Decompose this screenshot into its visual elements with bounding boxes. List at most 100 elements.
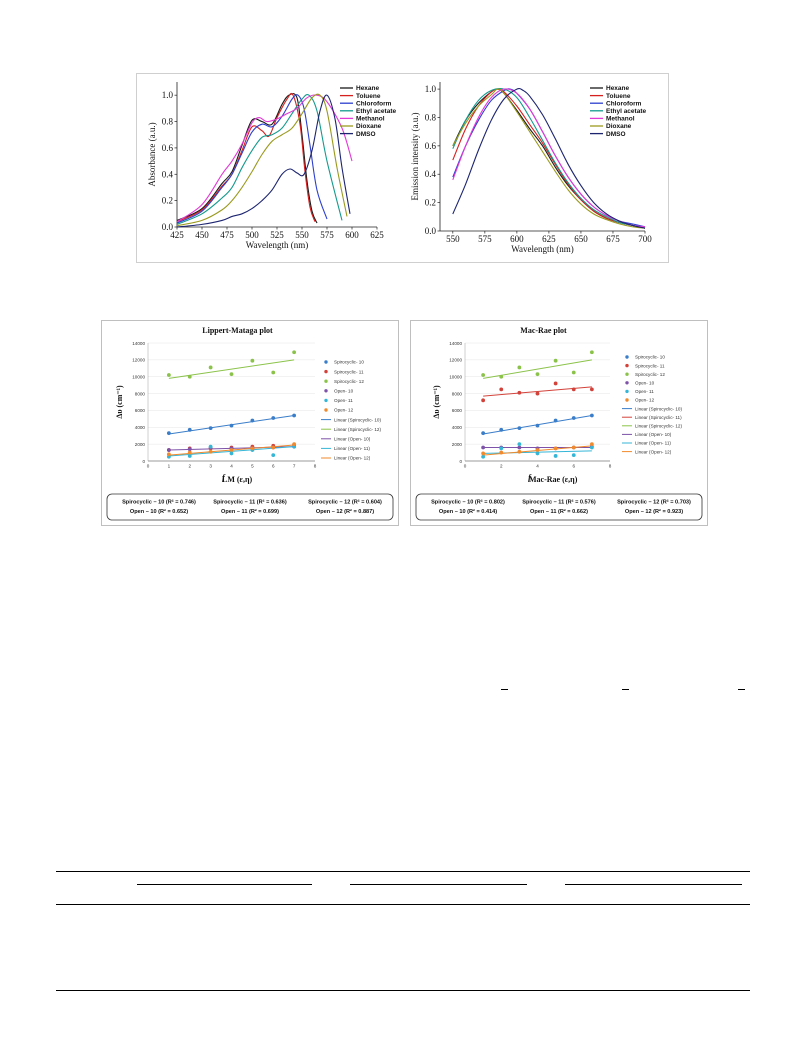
data-point	[499, 387, 504, 392]
data-point	[481, 373, 486, 377]
y-tick-label: 14000	[449, 341, 462, 346]
y-tick-label: 0.4	[162, 169, 174, 179]
data-point	[481, 431, 486, 436]
x-tick-label: 3	[209, 464, 212, 469]
data-point	[481, 454, 486, 459]
x-tick-label: 575	[320, 230, 334, 240]
legend-marker	[324, 408, 328, 412]
data-point	[166, 452, 171, 457]
x-tick-label: 575	[478, 234, 492, 244]
legend-marker	[625, 398, 629, 402]
emission-chart: 550 575 600 625 650 675 700 0.0 0.2 0.4 0.6 0.8 1.0 W…	[410, 82, 652, 254]
mac-rae-chart: Mac-Rae plot 0 2000 4000 6000 8000 10000 12000 1…	[415, 326, 703, 521]
data-point	[208, 444, 213, 449]
data-point	[187, 427, 192, 432]
x-axis-label: f	[222, 473, 226, 482]
r2-label: Open – 11 (R² = 0.699)	[221, 508, 279, 515]
mac-rae-figure: Mac-Rae plot 0 2000 4000 6000 8000 10000 12000 1…	[410, 320, 708, 526]
data-point	[187, 447, 192, 452]
y-tick-label: 12000	[132, 358, 145, 363]
data-point	[535, 423, 540, 428]
legend-marker	[324, 389, 328, 393]
x-tick-label: 8	[609, 464, 612, 469]
x-tick-label: 2	[500, 464, 503, 469]
r2-label: Spirocyclic – 12 (R² = 0.604)	[308, 499, 382, 506]
y-tick-label: 0.0	[162, 222, 174, 232]
data-point	[499, 450, 504, 455]
y-tick-label: 2000	[135, 442, 146, 447]
data-point	[271, 370, 276, 375]
legend-label: Linear (Spirocyclic- 12)	[635, 424, 682, 429]
absorbance-chart: 425 450 475 500 525 550 575 600 625 0.0 0.2 0.4 0.6 0…	[147, 82, 396, 250]
page-mark	[622, 689, 629, 690]
x-tick-label: 675	[606, 234, 620, 244]
legend-marker	[324, 379, 328, 383]
x-tick-label: 6	[572, 464, 575, 469]
y-axis-label: Absorbance (a.u.)	[147, 122, 157, 186]
legend-label: Linear (Open- 11)	[635, 441, 671, 446]
data-point	[517, 426, 522, 431]
legend-label: DMSO	[356, 131, 376, 138]
y-tick-label: 0.8	[162, 117, 174, 127]
y-tick-label: 4000	[452, 425, 463, 430]
x-tick-label: 500	[245, 230, 259, 240]
legend-label: Methanol	[606, 116, 635, 123]
y-axis-label: Emission intensity (a.u.)	[410, 113, 420, 201]
y-tick-label: 0.0	[425, 226, 437, 236]
legend-label: Spirocyclic- 11	[635, 363, 665, 368]
data-point	[229, 372, 234, 377]
x-tick-label: 475	[220, 230, 234, 240]
legend-label: Open- 12	[334, 408, 354, 413]
data-point	[208, 426, 213, 431]
y-tick-label: 8000	[452, 391, 463, 396]
r2-label: Open – 12 (R² = 0.887)	[316, 508, 374, 515]
legend-label: Dioxane	[606, 123, 632, 130]
legend-marker	[324, 398, 328, 403]
y-tick-label: 12000	[449, 358, 462, 363]
data-point	[571, 453, 576, 457]
legend-marker	[625, 355, 629, 359]
x-tick-label: 600	[345, 230, 359, 240]
legend-label: Linear (Open- 12)	[635, 449, 672, 454]
legend-marker	[324, 360, 328, 364]
legend-label: Open- 10	[334, 389, 354, 394]
x-tick-label: 8	[314, 464, 317, 469]
x-tick-label: 5	[251, 464, 254, 469]
lippert-mataga-chart: Lippert-Mataga plot 0 2000 4000 6000 8000 1000…	[106, 326, 394, 521]
y-tick-label: 6000	[452, 408, 463, 413]
legend-label: Chloroform	[356, 100, 392, 107]
series-line	[452, 88, 646, 229]
legend-label: Linear (Spirocyclic- 11)	[635, 415, 682, 420]
x-tick-label: 650	[574, 234, 588, 244]
legend-label: Toluene	[606, 93, 631, 100]
data-point	[250, 418, 255, 423]
legend-label: Toluene	[356, 93, 381, 100]
r2-label: Spirocyclic – 11 (R² = 0.636)	[213, 499, 287, 506]
r2-label: Spirocyclic – 11 (R² = 0.576)	[522, 499, 596, 506]
data-point	[292, 442, 297, 447]
data-point	[517, 445, 522, 450]
r2-label: Open – 11 (R² = 0.662)	[530, 508, 588, 515]
data-point	[187, 454, 192, 458]
x-axis-label: Wavelength (nm)	[511, 244, 574, 254]
data-point	[589, 387, 594, 392]
y-tick-label: 10000	[449, 375, 462, 380]
series-line	[176, 93, 318, 224]
data-point	[481, 398, 486, 403]
data-point	[499, 374, 504, 379]
data-point	[166, 373, 171, 377]
r2-label: Spirocyclic – 12 (R² = 0.703)	[617, 499, 691, 506]
data-point	[208, 449, 213, 454]
data-point	[499, 427, 504, 432]
x-tick-label: 6	[272, 464, 275, 469]
r2-box	[106, 493, 394, 521]
r2-label: Spirocyclic – 10 (R² = 0.802)	[431, 499, 505, 506]
page-mark	[501, 689, 508, 690]
legend-label: Open- 11	[334, 398, 353, 403]
table-group-rule	[565, 884, 742, 885]
data-point	[535, 448, 540, 452]
legend-label: Linear (Open- 10)	[635, 432, 672, 437]
legend-marker	[625, 363, 629, 368]
x-tick-label: 7	[293, 464, 296, 469]
y-axis-label: Δυ (cm⁻¹)	[115, 385, 124, 419]
